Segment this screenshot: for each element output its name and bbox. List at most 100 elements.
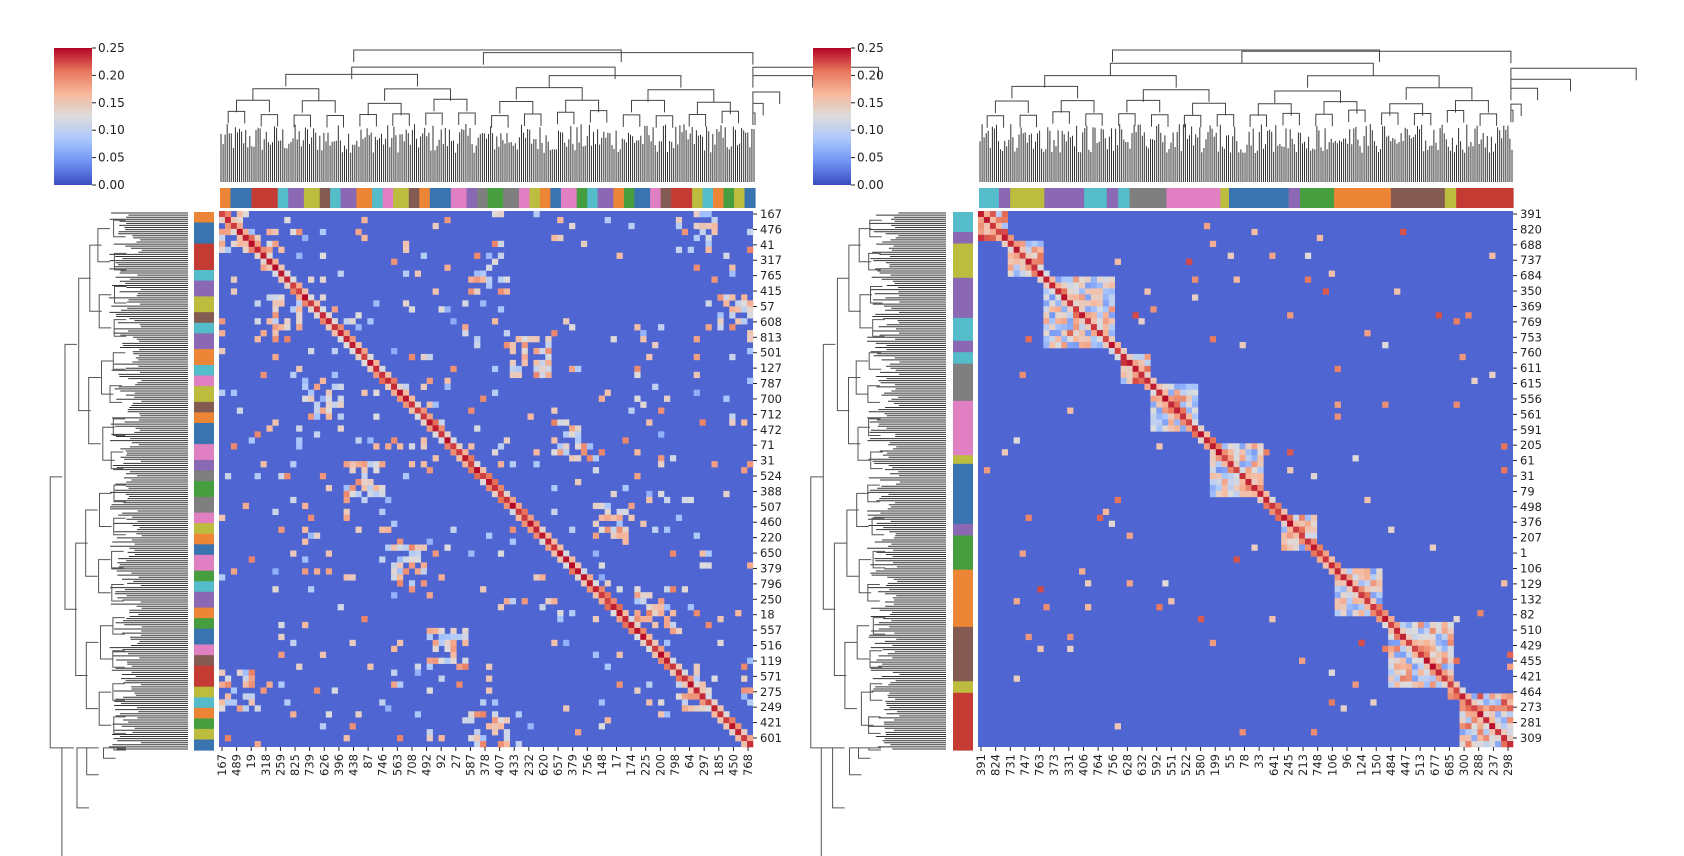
heatmap-cell [1441, 663, 1448, 670]
heatmap-cell [675, 681, 683, 688]
heatmap-cell [1221, 479, 1228, 486]
heatmap-cell [254, 234, 261, 242]
heatmap-cell [1102, 318, 1110, 325]
heatmap-cell [444, 216, 451, 224]
heatmap-cell [1257, 479, 1264, 486]
heatmap-cell [308, 306, 315, 313]
heatmap-cell [480, 699, 487, 706]
heatmap-cell [438, 639, 445, 647]
heatmap-cell [248, 246, 255, 253]
heatmap-cell [705, 693, 712, 700]
heatmap-cell [1043, 282, 1050, 289]
heatmap-cell [1186, 389, 1193, 396]
heatmap-cell [664, 615, 671, 623]
heatmap-cell [1221, 443, 1228, 450]
heatmap-cell [658, 598, 665, 605]
heatmap-cell [408, 401, 416, 408]
heatmap-cell [646, 615, 653, 623]
row-tick-label: 608 [760, 315, 782, 329]
heatmap-cell [408, 443, 416, 450]
heatmap-cell [1126, 359, 1133, 367]
heatmap-cell [1239, 455, 1246, 462]
heatmap-cell [1090, 318, 1098, 325]
heatmap-cell [717, 318, 724, 325]
heatmap-cell [747, 687, 754, 694]
heatmap-cell [675, 669, 683, 676]
heatmap-cell [1382, 645, 1389, 653]
heatmap-cell [1233, 490, 1240, 498]
heatmap-cell [693, 222, 700, 230]
heatmap-cell [296, 312, 303, 319]
heatmap-cell [1025, 264, 1032, 271]
heatmap-cell [521, 347, 528, 355]
heatmap-cell [628, 621, 635, 629]
heatmap-cell [1108, 318, 1116, 325]
heatmap-cell [284, 336, 291, 343]
heatmap-cell [397, 562, 404, 569]
row-color-segment [953, 523, 973, 536]
heatmap-cell [397, 639, 404, 647]
heatmap-cell [1031, 270, 1038, 277]
heatmap-cell [242, 693, 249, 700]
heatmap-cell [610, 532, 617, 539]
row-tick-label: 1 [1520, 546, 1527, 560]
heatmap-cell [729, 270, 736, 277]
heatmap-cell [729, 717, 736, 724]
heatmap-cell [1156, 407, 1163, 414]
heatmap-cell [426, 633, 433, 641]
heatmap-cell [1108, 520, 1116, 527]
heatmap-cell [272, 318, 279, 325]
heatmap-cell [527, 723, 534, 730]
heatmap-cell [325, 484, 333, 492]
heatmap-cell [325, 324, 333, 331]
heatmap-cell [575, 729, 582, 736]
column-tick-label: 764 [1091, 754, 1105, 776]
heatmap-cell [1388, 526, 1395, 533]
heatmap-cell [616, 615, 623, 623]
heatmap-cell [1352, 598, 1359, 605]
heatmap-cell [1435, 657, 1442, 664]
heatmap-cell [509, 371, 516, 379]
heatmap-cell [598, 592, 605, 599]
row-color-segment [953, 455, 973, 465]
heatmap-cell [533, 532, 540, 539]
heatmap-cell [1352, 568, 1359, 575]
heatmap-cell [1180, 419, 1187, 426]
heatmap-cell [1037, 645, 1044, 653]
heatmap-cell [729, 723, 736, 730]
heatmap-cell [402, 473, 410, 480]
heatmap-cell [634, 365, 641, 373]
heatmap-cell [296, 288, 303, 295]
column-tick-label: 748 [1311, 754, 1325, 776]
heatmap-cell [515, 508, 522, 516]
heatmap-cell [729, 419, 736, 426]
heatmap-cell [391, 437, 398, 444]
heatmap-cell [1388, 627, 1395, 635]
heatmap-cell [646, 681, 653, 688]
heatmap-cell [219, 389, 226, 396]
heatmap-cell [1085, 288, 1092, 295]
heatmap-cell [438, 675, 445, 682]
heatmap-cell [1233, 479, 1240, 486]
heatmap-cell [1453, 615, 1460, 623]
heatmap-cell [1257, 473, 1264, 480]
heatmap-cell [462, 330, 469, 337]
heatmap-cell [1031, 258, 1038, 265]
heatmap-cell [1400, 645, 1407, 653]
heatmap-cell [1192, 425, 1199, 432]
left-dendrogram [49, 212, 188, 856]
heatmap-cell [1352, 610, 1359, 617]
heatmap-cell [1061, 300, 1068, 307]
heatmap-cell [432, 425, 439, 432]
heatmap-cell [1287, 449, 1294, 456]
heatmap-cell [1186, 383, 1193, 390]
row-color-segment [953, 535, 973, 571]
row-tick-label: 700 [760, 392, 782, 406]
heatmap-cell [1209, 484, 1217, 492]
heatmap-cell [1085, 342, 1092, 349]
heatmap-cell [681, 705, 689, 712]
heatmap-cell [1299, 538, 1306, 545]
heatmap-cell [978, 216, 985, 224]
heatmap-cell [432, 288, 439, 295]
column-tick-label: 124 [1355, 754, 1369, 776]
